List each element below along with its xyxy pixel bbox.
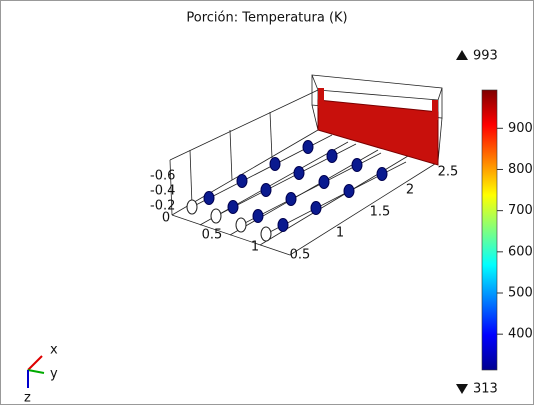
tube-end: [261, 227, 271, 241]
axis-tick-label: 0: [162, 211, 170, 226]
tube-end: [236, 218, 246, 232]
axis-tick-label: 1.5: [370, 205, 391, 220]
tube-section: [294, 167, 304, 180]
tube-section: [319, 176, 329, 189]
colorbar-tick-label: 600: [508, 244, 533, 259]
tube-section: [270, 158, 280, 171]
plot-window: Porción: Temperatura (K) 993 313 x y z -…: [0, 0, 534, 405]
plot-title: Porción: Temperatura (K): [186, 11, 347, 26]
axis-tick-label: -0.4: [150, 184, 175, 199]
tube-section: [204, 192, 214, 205]
colorbar-tick-label: 800: [508, 162, 533, 177]
colorbar-tick-label: 500: [508, 286, 533, 301]
tube-section: [352, 159, 362, 172]
triad-y: y: [50, 367, 58, 382]
colorbar: [482, 90, 497, 370]
axis-tick-label: 0.5: [202, 228, 223, 243]
tube-section: [377, 168, 387, 181]
colorbar-max: 993: [473, 49, 498, 64]
tube-end: [187, 200, 197, 214]
colorbar-min: 313: [473, 382, 498, 397]
heated-wall: [318, 88, 324, 108]
tube-section: [237, 175, 247, 188]
tube-section: [261, 184, 271, 197]
frame: [1, 1, 534, 405]
axis-tick-label: -0.6: [150, 169, 175, 184]
tube-section: [278, 219, 288, 232]
axis-tick-label: 2.5: [438, 165, 459, 180]
tube-section: [253, 210, 263, 223]
tube-section: [303, 141, 313, 154]
axis-tick-label: 1: [251, 240, 259, 255]
tube-section: [344, 185, 354, 198]
triad-x: x: [50, 343, 58, 358]
colorbar-tick-label: 700: [508, 203, 533, 218]
colorbar-tick-label: 400: [508, 327, 533, 342]
triad-z: z: [24, 391, 31, 405]
tube-section: [311, 202, 321, 215]
axis-tick-label: 1: [336, 226, 344, 241]
tube-section: [286, 193, 296, 206]
tube-section: [228, 201, 238, 214]
heated-wall: [432, 100, 438, 120]
tube-section: [327, 150, 337, 163]
colorbar-tick-label: 900: [508, 121, 533, 136]
axis-tick-label: 0.5: [290, 248, 311, 263]
tube-end: [211, 209, 221, 223]
axis-tick-label: 2: [406, 183, 414, 198]
